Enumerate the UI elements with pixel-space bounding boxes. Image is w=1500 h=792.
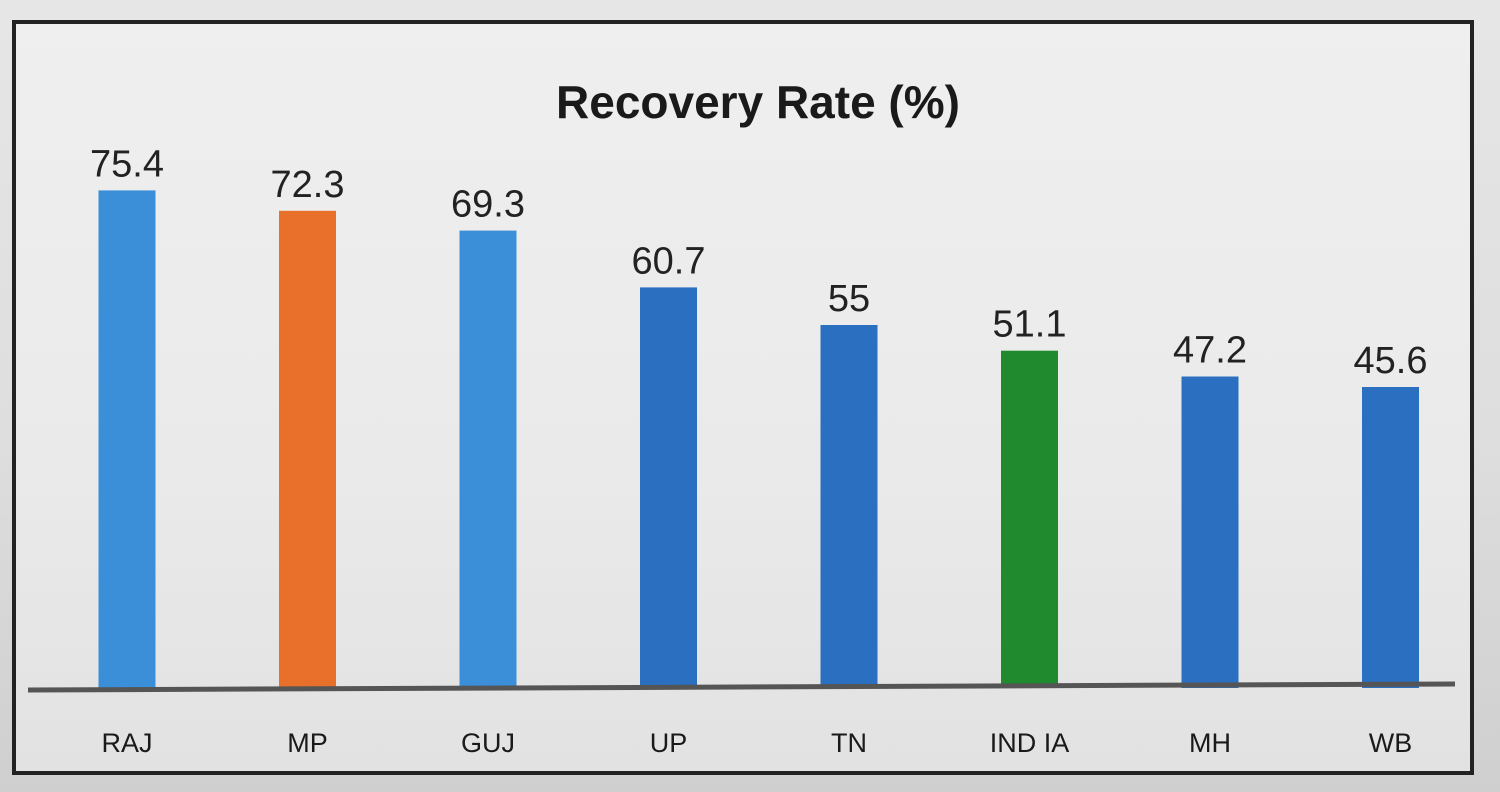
x-tick-label-guj: GUJ [461, 728, 515, 758]
data-label-mp: 72.3 [271, 164, 345, 206]
bar-mh [1181, 376, 1239, 688]
bar-mp [279, 210, 336, 689]
chart-title: Recovery Rate (%) [556, 76, 960, 128]
x-tick-label-wb: WB [1369, 728, 1413, 758]
bars-group: 75.4 72.3 69.3 60.7 55 51.1 47.2 45.6 [90, 143, 1428, 689]
x-tick-labels-group: RAJ MP GUJ UP TN IND IA MH WB [101, 728, 1412, 758]
x-axis-line [27, 681, 1456, 693]
x-tick-label-tn: TN [831, 728, 867, 758]
data-label-up: 60.7 [632, 240, 706, 282]
data-label-tn: 55 [828, 278, 870, 320]
x-tick-label-raj: RAJ [101, 728, 152, 758]
data-label-wb: 45.6 [1354, 340, 1428, 382]
x-tick-label-mh: MH [1189, 728, 1231, 758]
data-label-mh: 47.2 [1173, 330, 1247, 372]
bar-tn [820, 325, 878, 688]
data-label-ind-ia: 51.1 [993, 304, 1067, 346]
x-tick-label-mp: MP [287, 728, 328, 758]
bar-wb [1362, 387, 1419, 688]
bar-raj [98, 190, 156, 688]
x-tick-label-ind-ia: IND IA [990, 728, 1070, 758]
bar-up [640, 287, 697, 688]
data-label-guj: 69.3 [451, 184, 525, 226]
bar-guj [459, 230, 517, 688]
x-tick-label-up: UP [650, 728, 688, 758]
data-label-raj: 75.4 [90, 143, 164, 185]
bar-ind-ia [1001, 350, 1058, 688]
